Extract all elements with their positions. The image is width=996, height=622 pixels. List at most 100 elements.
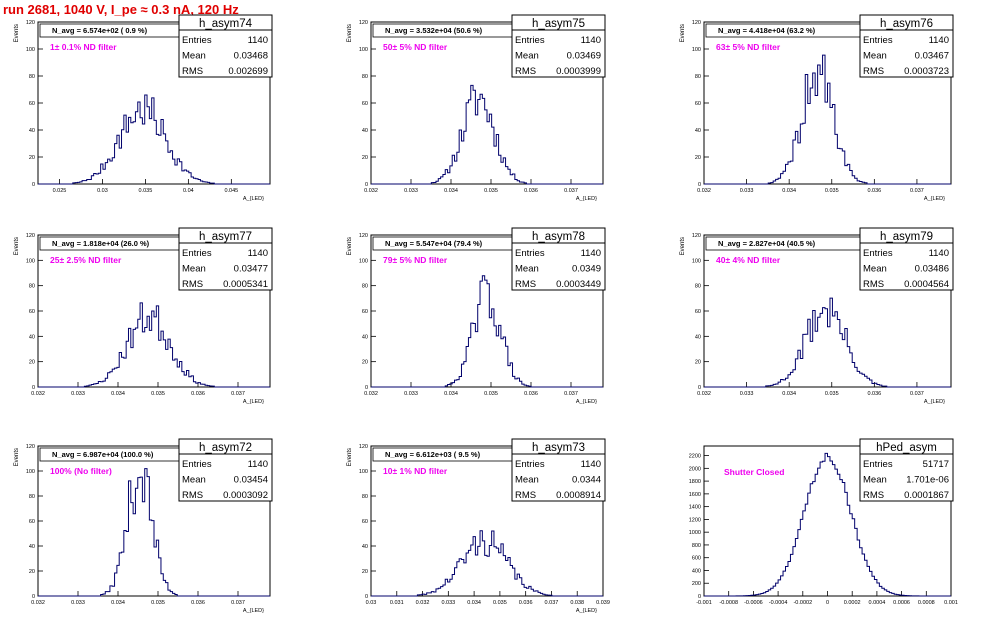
x-tick-label: 0.025 (53, 188, 67, 194)
x-tick-label: 0.036 (519, 600, 533, 606)
y-tick-label: 40 (695, 334, 701, 340)
x-tick-label: 0.037 (545, 600, 559, 606)
y-tick-label: 40 (362, 128, 368, 134)
stats-label-mean: Mean (182, 264, 206, 275)
y-tick-label: 60 (362, 519, 368, 525)
y-tick-label: 80 (29, 494, 35, 500)
y-tick-label: 20 (695, 155, 701, 161)
stats-value-mean: 0.03467 (915, 51, 949, 62)
stats-value-rms: 0.0003999 (556, 66, 601, 77)
y-tick-label: 60 (695, 309, 701, 315)
x-tick-label: 0.034 (111, 391, 125, 397)
x-tick-label: 0.037 (910, 391, 924, 397)
y-tick-label: 120 (26, 20, 35, 26)
y-tick-label: 0 (32, 182, 35, 188)
histogram-line (704, 452, 951, 597)
histogram-pad-h_asym76: 0 20 40 60 80 100 120 0.032 0.033 0.034 0.035 0.036… (680, 14, 954, 202)
y-tick-label: 80 (695, 74, 701, 80)
stats-value-rms: 0.0008914 (556, 490, 601, 501)
x-tick-label: 0.034 (782, 188, 796, 194)
stats-value-entries: 1140 (929, 248, 949, 259)
stats-label-rms: RMS (863, 490, 884, 501)
stats-value-entries: 1140 (248, 248, 268, 259)
stats-value-rms: 0.0005341 (223, 279, 268, 290)
stats-frame (859, 227, 954, 291)
x-tick-label: 0.035 (151, 391, 165, 397)
histogram-line (38, 302, 270, 388)
x-tick-label: 0.038 (570, 600, 584, 606)
x-tick-label: 0.0008 (918, 600, 935, 606)
y-tick-label: 1200 (689, 517, 701, 523)
stats-label-rms: RMS (863, 279, 884, 290)
y-tick-label: 120 (359, 233, 368, 239)
stats-value-mean: 0.0349 (572, 264, 601, 275)
y-tick-label: 60 (29, 519, 35, 525)
x-tick-label: 0.036 (191, 391, 205, 397)
stats-label-mean: Mean (182, 51, 206, 62)
x-tick-label: 0.033 (71, 600, 85, 606)
stats-value-mean: 0.03468 (234, 51, 268, 62)
x-tick-label: 0.032 (31, 391, 45, 397)
filter-note: 25± 2.5% ND filter (50, 255, 122, 265)
x-tick-label: 0.036 (524, 391, 538, 397)
x-tick-label: 0.033 (740, 391, 754, 397)
y-tick-label: 20 (362, 569, 368, 575)
x-tick-label: 0.032 (697, 188, 711, 194)
x-tick-label: 0.035 (151, 600, 165, 606)
y-tick-label: 40 (695, 128, 701, 134)
histogram-pad-h_asym75: 0 20 40 60 80 100 120 0.032 0.033 0.034 0.035 0.036… (347, 14, 606, 202)
histogram-pad-h_asym73: 0 20 40 60 80 100 120 0.03 0.031 0.032 0.033 0.034 0… (347, 438, 610, 614)
y-tick-label: 0 (365, 182, 368, 188)
y-tick-label: 40 (362, 334, 368, 340)
y-axis-label: Events (347, 448, 353, 466)
stats-box: h_asym72 Entries 1140 Mean 0.03454 RMS 0.00030… (178, 438, 273, 502)
stats-frame (178, 438, 273, 502)
x-tick-label: 0.032 (31, 600, 45, 606)
y-axis-label: Events (347, 237, 353, 255)
y-tick-label: 20 (29, 155, 35, 161)
histogram-line (371, 530, 603, 597)
filter-note: 1± 0.1% ND filter (50, 42, 117, 52)
y-tick-label: 100 (26, 47, 35, 53)
x-axis-label: A_{LED} (243, 608, 264, 614)
stats-label-entries: Entries (515, 459, 545, 470)
x-tick-label: 0.036 (191, 600, 205, 606)
x-tick-label: 0.001 (944, 600, 958, 606)
filter-note: 63± 5% ND filter (716, 42, 781, 52)
x-tick-label: 0.033 (71, 391, 85, 397)
y-axis-label: Events (14, 448, 20, 466)
y-tick-label: 0 (698, 385, 701, 391)
y-tick-label: 20 (362, 360, 368, 366)
y-tick-label: 120 (359, 444, 368, 450)
filter-note: 10± 1% ND filter (383, 466, 448, 476)
stats-label-rms: RMS (182, 279, 203, 290)
stats-frame (178, 14, 273, 78)
stats-value-entries: 1140 (248, 35, 268, 46)
x-axis-label: A_{LED} (576, 196, 597, 202)
y-tick-label: 100 (692, 47, 701, 53)
stats-value-rms: 0.0004564 (904, 279, 949, 290)
x-tick-label: 0.032 (364, 188, 378, 194)
y-tick-label: 120 (26, 444, 35, 450)
y-tick-label: 400 (692, 568, 701, 574)
n-avg-label: N_avg = 4.418e+04 (63.2 %) (718, 26, 816, 35)
stats-value-entries: 1140 (248, 459, 268, 470)
y-tick-label: 80 (362, 74, 368, 80)
filter-note: 79± 5% ND filter (383, 255, 448, 265)
histogram-line (38, 94, 270, 185)
x-tick-label: 0.035 (493, 600, 507, 606)
x-tick-label: 0.032 (364, 391, 378, 397)
x-tick-label: 0.0006 (893, 600, 910, 606)
x-tick-label: 0.035 (139, 188, 153, 194)
stats-box: hPed_asym Entries 51717 Mean 1.701e-06 RMS 0.0… (859, 438, 954, 502)
x-tick-label: 0.04 (183, 188, 194, 194)
x-tick-label: 0.035 (825, 188, 839, 194)
stats-value-entries: 1140 (929, 35, 949, 46)
n-avg-label: N_avg = 3.532e+04 (50.6 %) (385, 26, 483, 35)
histogram-line (371, 275, 603, 388)
filter-note: Shutter Closed (724, 467, 784, 477)
n-avg-label: N_avg = 1.818e+04 (26.0 %) (52, 239, 150, 248)
y-tick-label: 100 (692, 258, 701, 264)
y-tick-label: 600 (692, 556, 701, 562)
run-title: run 2681, 1040 V, I_pe ≈ 0.3 nA, 120 Hz (3, 2, 239, 17)
